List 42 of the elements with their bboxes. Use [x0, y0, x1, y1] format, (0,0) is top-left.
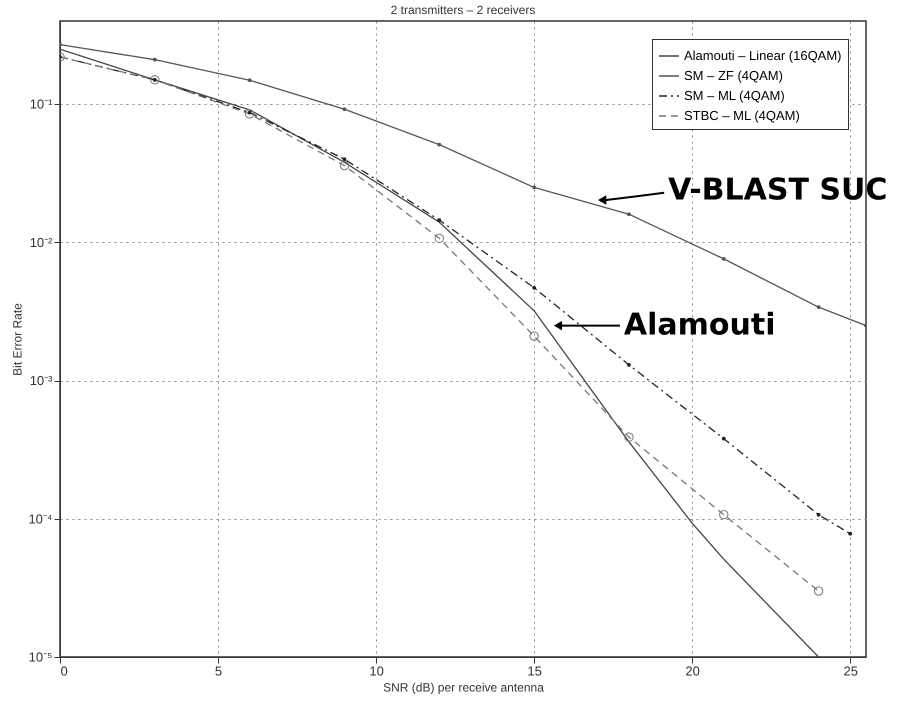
legend-label: Alamouti – Linear (16QAM) — [684, 48, 842, 63]
x-tick-label: 0 — [60, 664, 68, 678]
x-tick-label: 5 — [214, 664, 222, 678]
point — [248, 78, 252, 82]
x-tick-label: 15 — [527, 664, 542, 678]
point — [244, 109, 254, 119]
point — [719, 510, 728, 520]
point — [627, 212, 631, 216]
x-tick-label: 25 — [843, 664, 858, 678]
x-tick-label: 10 — [369, 664, 384, 678]
point — [342, 107, 346, 112]
x-axis-title: SNR (dB) per receive antenna — [383, 680, 544, 694]
y-tick-label: 10⁻¹ — [30, 96, 54, 112]
point — [848, 532, 852, 536]
point — [342, 157, 346, 162]
point — [532, 286, 536, 290]
point — [627, 362, 631, 367]
y-axis-title: Bit Error Rate — [10, 302, 24, 376]
point — [434, 234, 444, 244]
point — [340, 160, 350, 170]
point — [814, 586, 824, 596]
point — [816, 305, 820, 310]
point — [529, 331, 539, 341]
legend-label: SM – ML (4QAM) — [684, 88, 785, 103]
x-tick-label: 20 — [685, 664, 700, 678]
point — [152, 58, 157, 62]
point — [150, 75, 160, 85]
point — [437, 142, 442, 146]
annotation: Alamouti — [624, 308, 776, 343]
point — [722, 257, 726, 261]
legend-label: STBC – ML (4QAM) — [684, 108, 800, 123]
legend-label: SM – ZF (4QAM) — [684, 68, 783, 83]
y-tick-label: 10⁻² — [30, 234, 54, 250]
y-tick-label: 10⁻³ — [30, 373, 54, 388]
point — [816, 512, 820, 517]
point — [722, 436, 726, 441]
point — [624, 432, 634, 442]
point — [532, 186, 536, 190]
y-tick-label: 10⁻⁵ — [28, 650, 52, 664]
point — [437, 218, 442, 222]
y-tick-label: 10⁻⁴ — [28, 511, 52, 526]
chart-title: 2 transmitters – 2 receivers — [390, 3, 536, 17]
